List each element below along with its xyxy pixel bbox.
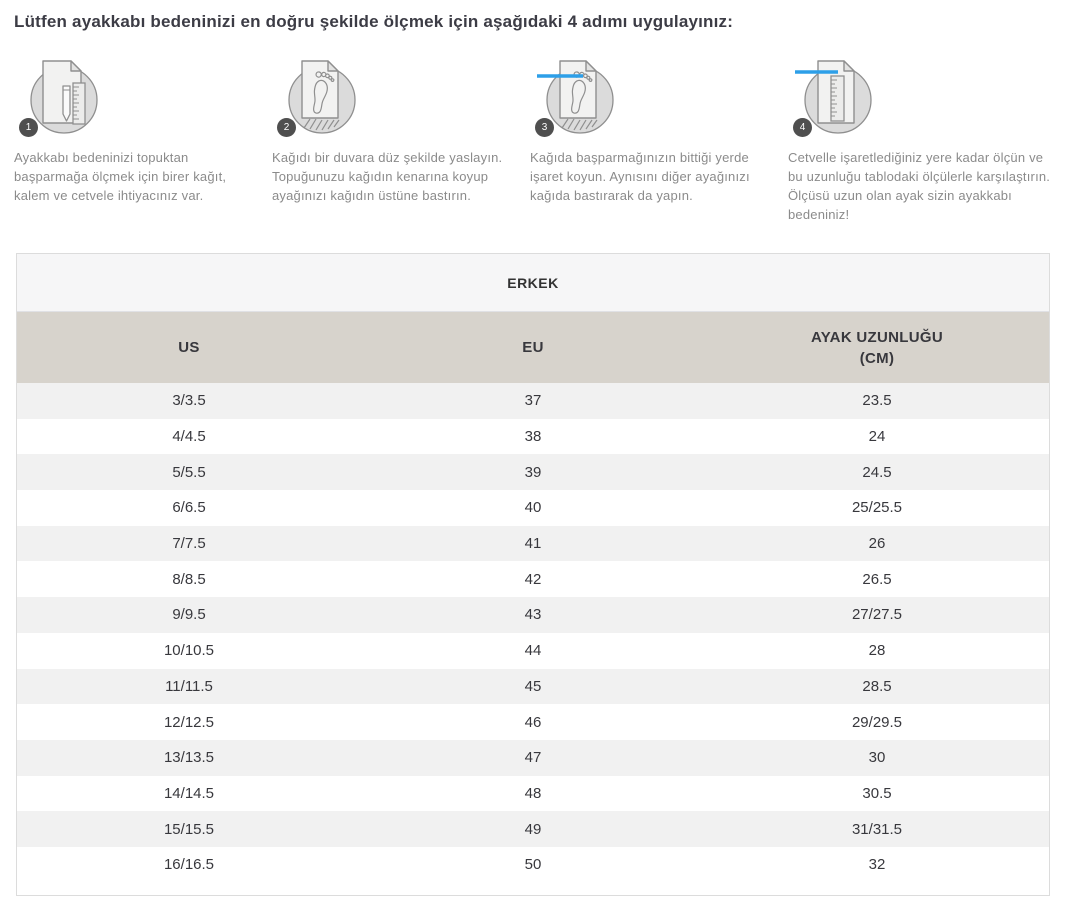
step-number-badge: 3 <box>535 118 554 137</box>
foot-length-cell: 24 <box>868 428 886 446</box>
step-text: Kağıdı bir duvara düz şekilde yaslayın. … <box>272 150 503 203</box>
eu-size-cell: 41 <box>524 535 542 553</box>
eu-size-cell: 43 <box>524 606 542 624</box>
eu-size-cell: 48 <box>524 784 542 802</box>
table-row: 5/5.5 39 24.5 <box>17 454 1049 491</box>
us-size-cell: 9/9.5 <box>172 606 206 624</box>
eu-size-cell: 49 <box>524 820 542 838</box>
eu-size-cell: 37 <box>524 392 542 410</box>
us-size-cell: 16/16.5 <box>163 856 215 874</box>
step-3: 3 Kağıda başparmağınızın bittiği yerde i… <box>530 56 776 237</box>
table-group-header: ERKEK <box>17 254 1049 312</box>
us-size-cell: 8/8.5 <box>172 570 206 588</box>
foot-length-cell: 24.5 <box>862 463 892 481</box>
column-header-label: EU <box>522 339 544 356</box>
column-header-foot-length: AYAK UZUNLUĞU (CM) <box>705 312 1049 383</box>
column-header-us: US <box>17 312 361 383</box>
table-body: 3/3.5 37 23.5 4/4.5 38 24 5/5.5 39 24.5 … <box>17 383 1049 883</box>
foot-length-cell: 26 <box>868 535 886 553</box>
step-4: 4 Cetvelle işaretlediğiniz yere kadar öl… <box>788 56 1051 237</box>
table-row: 8/8.5 42 26.5 <box>17 561 1049 597</box>
table-row: 9/9.5 43 27/27.5 <box>17 597 1049 633</box>
us-size-cell: 5/5.5 <box>172 463 206 481</box>
eu-size-cell: 47 <box>524 749 542 767</box>
step-1: 1 Ayakkabı bedeninizi topuktan başparmağ… <box>14 56 260 237</box>
column-header-label: US <box>178 339 200 356</box>
table-row: 3/3.5 37 23.5 <box>17 383 1049 419</box>
step-text: Kağıda başparmağınızın bittiği yerde işa… <box>530 150 750 203</box>
foot-length-cell: 30.5 <box>862 784 892 802</box>
table-row: 15/15.5 49 31/31.5 <box>17 811 1049 847</box>
paper-pencil-ruler-icon: 1 <box>14 56 110 140</box>
foot-length-cell: 25/25.5 <box>851 499 903 517</box>
step-number-badge: 4 <box>793 118 812 137</box>
foot-length-cell: 31/31.5 <box>851 820 903 838</box>
table-column-header-row: US EU AYAK UZUNLUĞU (CM) <box>17 312 1049 383</box>
us-size-cell: 14/14.5 <box>163 784 215 802</box>
foot-on-paper-icon: 2 <box>272 56 368 140</box>
size-table-card: ERKEK US EU AYAK UZUNLUĞU (CM) 3/3.5 37 … <box>16 253 1050 896</box>
foot-length-cell: 27/27.5 <box>851 606 903 624</box>
us-size-cell: 12/12.5 <box>163 713 215 731</box>
measure-with-ruler-icon: 4 <box>788 56 884 140</box>
table-row: 16/16.5 50 32 <box>17 847 1049 883</box>
us-size-cell: 6/6.5 <box>172 499 206 517</box>
eu-size-cell: 45 <box>524 677 542 695</box>
us-size-cell: 11/11.5 <box>165 677 213 695</box>
column-header-label: AYAK UZUNLUĞU <box>811 328 943 346</box>
table-row: 4/4.5 38 24 <box>17 419 1049 455</box>
us-size-cell: 4/4.5 <box>172 428 206 446</box>
foot-length-cell: 28.5 <box>862 677 892 695</box>
foot-length-cell: 29/29.5 <box>851 713 903 731</box>
eu-size-cell: 38 <box>524 428 542 446</box>
table-row: 6/6.5 40 25/25.5 <box>17 490 1049 526</box>
foot-length-cell: 32 <box>868 856 886 874</box>
instruction-steps: 1 Ayakkabı bedeninizi topuktan başparmağ… <box>14 56 1053 237</box>
step-number-badge: 1 <box>19 118 38 137</box>
eu-size-cell: 40 <box>524 499 542 517</box>
us-size-cell: 3/3.5 <box>172 392 206 410</box>
step-number-badge: 2 <box>277 118 296 137</box>
table-row: 14/14.5 48 30.5 <box>17 776 1049 812</box>
foot-length-cell: 23.5 <box>862 392 892 410</box>
us-size-cell: 13/13.5 <box>163 749 215 767</box>
table-row: 7/7.5 41 26 <box>17 525 1049 562</box>
step-text: Cetvelle işaretlediğiniz yere kadar ölçü… <box>788 150 1051 222</box>
step-2: 2 Kağıdı bir duvara düz şekilde yaslayın… <box>272 56 518 237</box>
step-text: Ayakkabı bedeninizi topuktan başparmağa … <box>14 150 227 203</box>
eu-size-cell: 39 <box>524 463 542 481</box>
eu-size-cell: 50 <box>524 856 542 874</box>
us-size-cell: 15/15.5 <box>163 820 215 838</box>
page-title: Lütfen ayakkabı bedeninizi en doğru şeki… <box>14 12 734 31</box>
table-row: 12/12.5 46 29/29.5 <box>17 704 1049 740</box>
table-row: 11/11.5 45 28.5 <box>17 668 1049 705</box>
mark-toe-on-paper-icon: 3 <box>530 56 626 140</box>
table-row: 13/13.5 47 30 <box>17 739 1049 776</box>
column-header-label-line2: (CM) <box>859 349 895 367</box>
foot-length-cell: 28 <box>868 642 886 660</box>
foot-length-cell: 26.5 <box>862 570 892 588</box>
us-size-cell: 7/7.5 <box>172 535 206 553</box>
eu-size-cell: 44 <box>524 642 542 660</box>
foot-length-cell: 30 <box>868 749 886 767</box>
eu-size-cell: 46 <box>524 713 542 731</box>
table-row: 10/10.5 44 28 <box>17 633 1049 669</box>
eu-size-cell: 42 <box>524 570 542 588</box>
column-header-eu: EU <box>361 312 705 383</box>
us-size-cell: 10/10.5 <box>163 642 215 660</box>
